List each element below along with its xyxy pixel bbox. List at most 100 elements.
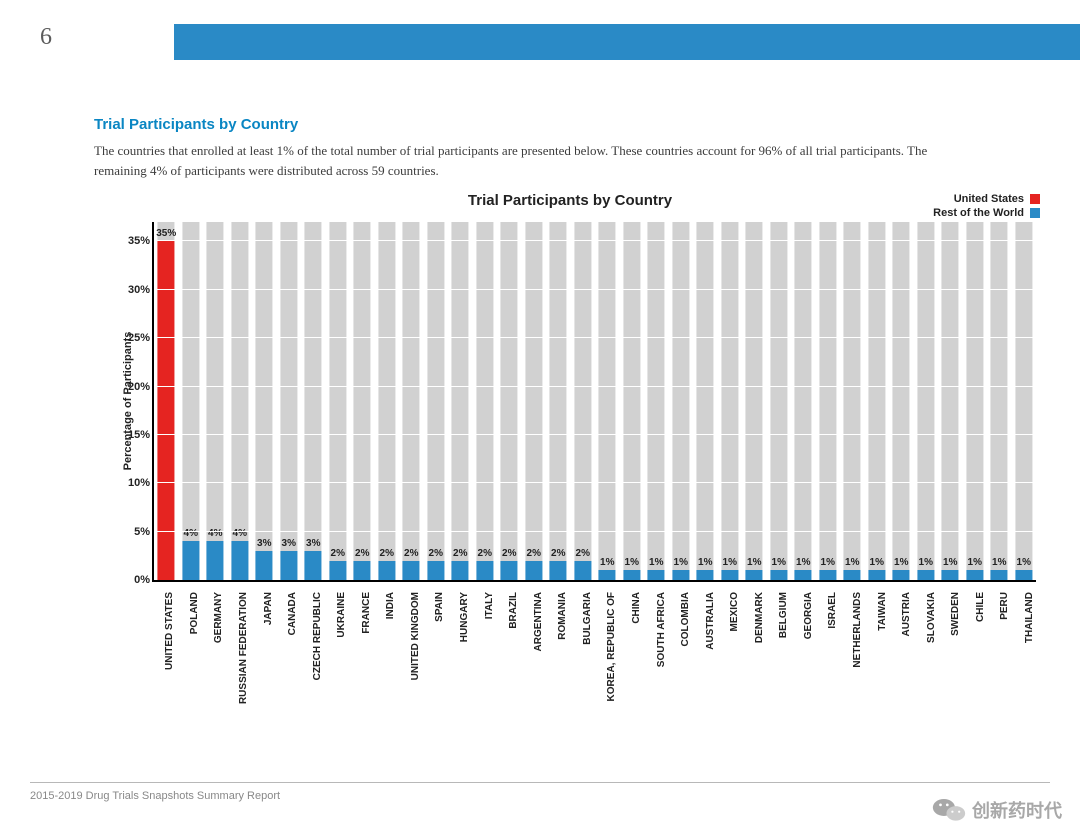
bar <box>182 541 199 580</box>
bar-value-label: 3% <box>257 538 271 549</box>
bar-value-label: 2% <box>576 548 590 559</box>
x-tick-label: NETHERLANDS <box>840 586 865 746</box>
bar <box>207 541 224 580</box>
bar-value-label: 1% <box>674 557 688 568</box>
bar-value-label: 1% <box>821 557 835 568</box>
bar-background <box>893 222 910 580</box>
gridline <box>154 240 1036 241</box>
y-tick-label: 20% <box>112 381 150 393</box>
bar-column: 1% <box>816 222 841 580</box>
header-stripe <box>174 24 1080 60</box>
bar-background <box>1015 222 1032 580</box>
bar-column: 2% <box>473 222 498 580</box>
x-tick-label: ROMANIA <box>545 586 570 746</box>
bar-value-label: 2% <box>502 548 516 559</box>
bar-background <box>770 222 787 580</box>
bar <box>550 561 567 580</box>
bar-column: 1% <box>1012 222 1037 580</box>
y-tick-label: 10% <box>112 477 150 489</box>
bar <box>966 570 983 580</box>
bar-column: 2% <box>448 222 473 580</box>
x-tick-label: UNITED KINGDOM <box>398 586 423 746</box>
bar-background <box>574 222 591 580</box>
x-tick-label: MEXICO <box>717 586 742 746</box>
bar-value-label: 1% <box>649 557 663 568</box>
x-tick-label: CANADA <box>275 586 300 746</box>
bar-value-label: 2% <box>551 548 565 559</box>
bar-background <box>427 222 444 580</box>
section-title: Trial Participants by Country <box>94 116 1038 133</box>
x-tick-label: GERMANY <box>201 586 226 746</box>
bar-column: 1% <box>889 222 914 580</box>
bar-column: 4% <box>203 222 228 580</box>
bar-value-label: 2% <box>478 548 492 559</box>
bar-background <box>991 222 1008 580</box>
bar <box>844 570 861 580</box>
bar-background <box>329 222 346 580</box>
bar <box>525 561 542 580</box>
bar-value-label: 1% <box>943 557 957 568</box>
legend-item: United States <box>933 192 1040 206</box>
x-tick-label: ISRAEL <box>815 586 840 746</box>
bar-column: 1% <box>595 222 620 580</box>
y-tick-label: 35% <box>112 235 150 247</box>
bar <box>427 561 444 580</box>
x-tick-label: JAPAN <box>250 586 275 746</box>
bar <box>893 570 910 580</box>
gridline <box>154 531 1036 532</box>
page-header: 6 <box>0 24 1080 60</box>
bar-column: 1% <box>742 222 767 580</box>
bar-column: 2% <box>571 222 596 580</box>
bar-background <box>182 222 199 580</box>
bar-background <box>452 222 469 580</box>
x-tick-label: POLAND <box>177 586 202 746</box>
bar-value-label: 1% <box>698 557 712 568</box>
bar-value-label: 3% <box>282 538 296 549</box>
bar-value-label: 2% <box>380 548 394 559</box>
bar <box>623 570 640 580</box>
x-tick-label: DENMARK <box>742 586 767 746</box>
bar-background <box>599 222 616 580</box>
x-tick-label: INDIA <box>373 586 398 746</box>
bar-column: 1% <box>767 222 792 580</box>
x-tick-label: THAILAND <box>1012 586 1037 746</box>
bar <box>770 570 787 580</box>
bar-column: 1% <box>644 222 669 580</box>
chart-x-labels: UNITED STATESPOLANDGERMANYRUSSIAN FEDERA… <box>152 586 1036 746</box>
bar-column: 4% <box>179 222 204 580</box>
bar <box>648 570 665 580</box>
chart-container: Trial Participants by Country United Sta… <box>94 192 1046 752</box>
bar-column: 2% <box>546 222 571 580</box>
bar <box>746 570 763 580</box>
legend-swatch <box>1030 208 1040 218</box>
wechat-icon <box>932 796 966 824</box>
bar-column: 1% <box>620 222 645 580</box>
chart-bars: 35%4%4%4%3%3%3%2%2%2%2%2%2%2%2%2%2%2%1%1… <box>154 222 1036 580</box>
bar-column: 2% <box>522 222 547 580</box>
bar-value-label: 1% <box>1017 557 1031 568</box>
bar <box>354 561 371 580</box>
x-tick-label: SLOVAKIA <box>913 586 938 746</box>
bar-background <box>501 222 518 580</box>
chart-plot-area: Percentage of Participants 35%4%4%4%3%3%… <box>152 222 1036 582</box>
bar-column: 3% <box>277 222 302 580</box>
bar <box>256 551 273 580</box>
bar-value-label: 1% <box>845 557 859 568</box>
x-tick-label: ARGENTINA <box>520 586 545 746</box>
bar-value-label: 1% <box>968 557 982 568</box>
bar-value-label: 2% <box>429 548 443 559</box>
page: 6 Trial Participants by Country The coun… <box>0 0 1080 834</box>
bar-background <box>476 222 493 580</box>
bar-column: 1% <box>791 222 816 580</box>
legend-swatch <box>1030 194 1040 204</box>
bar <box>280 551 297 580</box>
bar-background <box>942 222 959 580</box>
bar-background <box>648 222 665 580</box>
bar-background <box>795 222 812 580</box>
bar-background <box>305 222 322 580</box>
footer-text: 2015-2019 Drug Trials Snapshots Summary … <box>30 790 280 802</box>
x-tick-label: CHINA <box>619 586 644 746</box>
bar-column: 1% <box>938 222 963 580</box>
bar-background <box>256 222 273 580</box>
x-tick-label: SWEDEN <box>938 586 963 746</box>
